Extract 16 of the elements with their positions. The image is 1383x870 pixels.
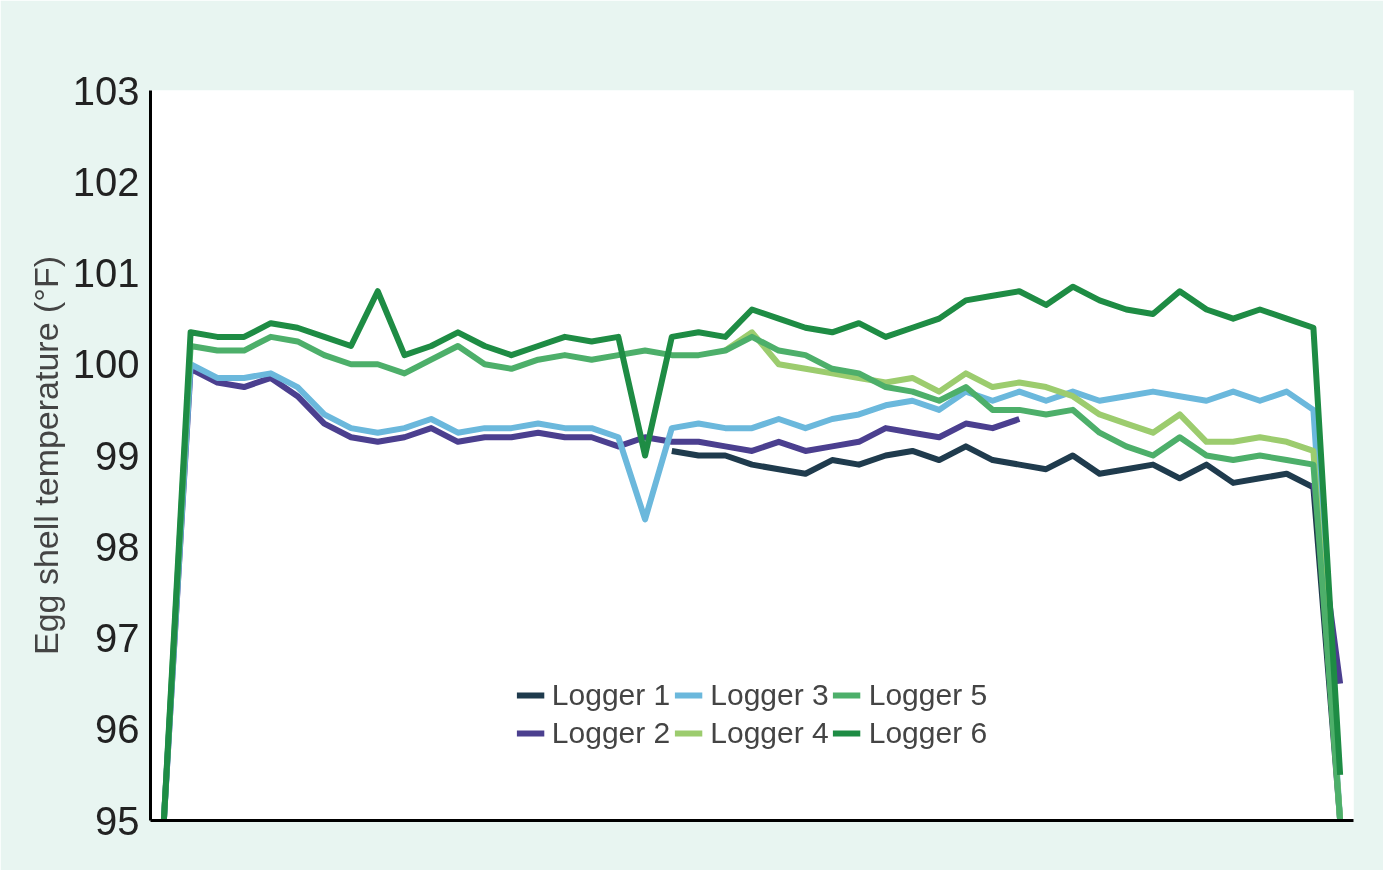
y-tick-label: 101: [72, 251, 140, 295]
y-tick-label: 95: [95, 798, 140, 843]
legend-label: Logger 3: [710, 678, 829, 712]
y-tick-label: 99: [95, 433, 140, 478]
y-tick-label: 102: [72, 159, 140, 204]
legend-label: Logger 1: [551, 678, 671, 712]
y-tick-label: 103: [72, 68, 140, 113]
legend-label: Logger 2: [551, 716, 671, 750]
y-tick-label: 98: [95, 524, 140, 569]
y-tick-label: 100: [72, 342, 140, 387]
y-tick-label: 96: [95, 707, 140, 752]
legend-label: Logger 4: [710, 716, 829, 750]
legend-label: Logger 5: [868, 678, 988, 712]
y-axis-title: Egg shell temperature (°F): [26, 255, 65, 656]
y-tick-label: 97: [95, 616, 140, 660]
legend-label: Logger 6: [868, 716, 988, 750]
